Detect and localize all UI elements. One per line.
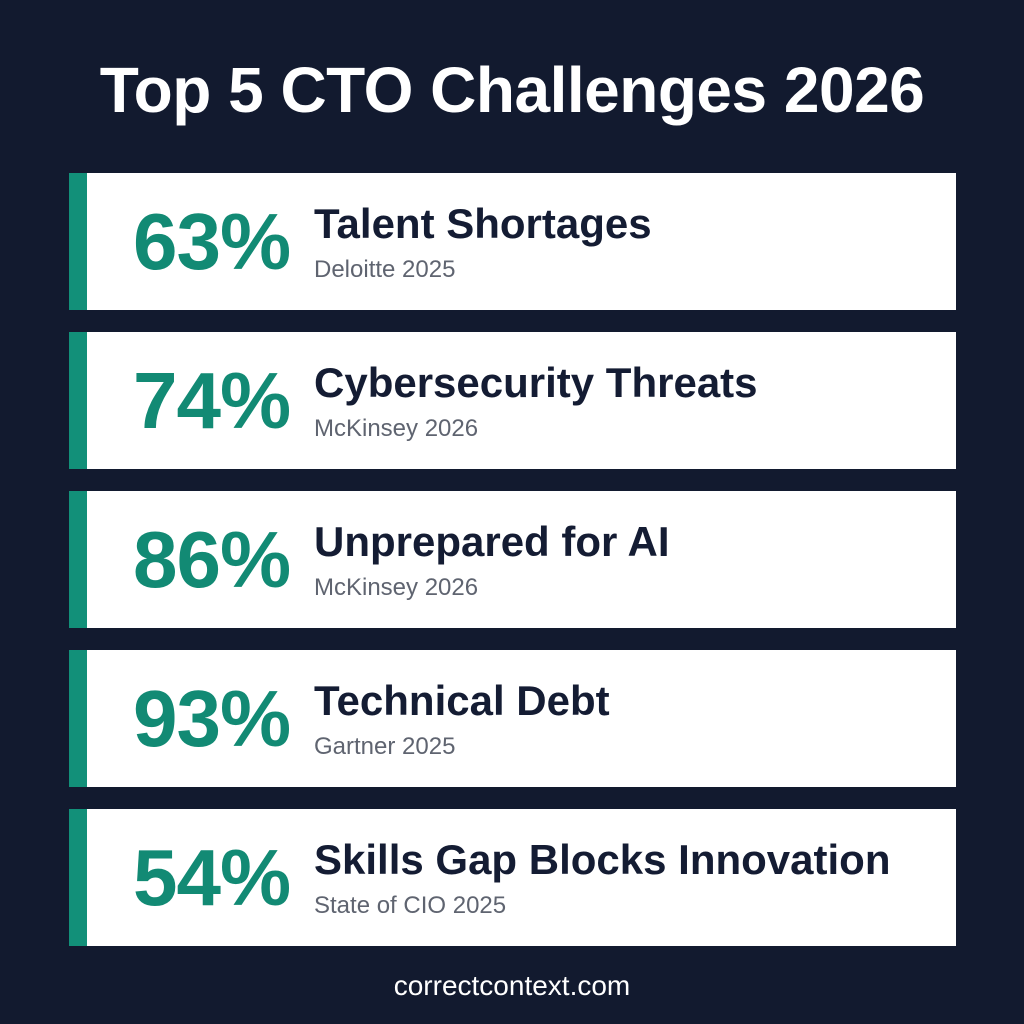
challenge-card: 63% Talent Shortages Deloitte 2025 xyxy=(69,173,956,310)
challenge-card: 74% Cybersecurity Threats McKinsey 2026 xyxy=(69,332,956,469)
challenge-label: Unprepared for AI xyxy=(314,518,670,565)
challenge-percent: 54% xyxy=(133,833,291,922)
challenge-label: Cybersecurity Threats xyxy=(314,359,758,406)
challenge-label: Technical Debt xyxy=(314,677,610,724)
page-title: Top 5 CTO Challenges 2026 xyxy=(99,54,925,126)
challenge-percent: 63% xyxy=(133,197,291,286)
challenge-label: Skills Gap Blocks Innovation xyxy=(314,836,891,883)
challenge-card: 93% Technical Debt Gartner 2025 xyxy=(69,650,956,787)
challenge-card: 86% Unprepared for AI McKinsey 2026 xyxy=(69,491,956,628)
challenge-source: McKinsey 2026 xyxy=(314,415,479,442)
challenge-list: 63% Talent Shortages Deloitte 2025 74% C… xyxy=(69,173,956,946)
challenge-source: Deloitte 2025 xyxy=(314,256,456,283)
footer-url: correctcontext.com xyxy=(393,970,631,1001)
challenge-card: 54% Skills Gap Blocks Innovation State o… xyxy=(69,809,956,946)
challenge-percent: 86% xyxy=(133,515,291,604)
challenge-label: Talent Shortages xyxy=(314,200,652,247)
challenge-percent: 74% xyxy=(133,356,291,445)
challenge-source: McKinsey 2026 xyxy=(314,574,479,601)
challenge-source: Gartner 2025 xyxy=(314,733,456,760)
challenge-source: State of CIO 2025 xyxy=(314,892,507,919)
challenge-percent: 93% xyxy=(133,674,291,763)
